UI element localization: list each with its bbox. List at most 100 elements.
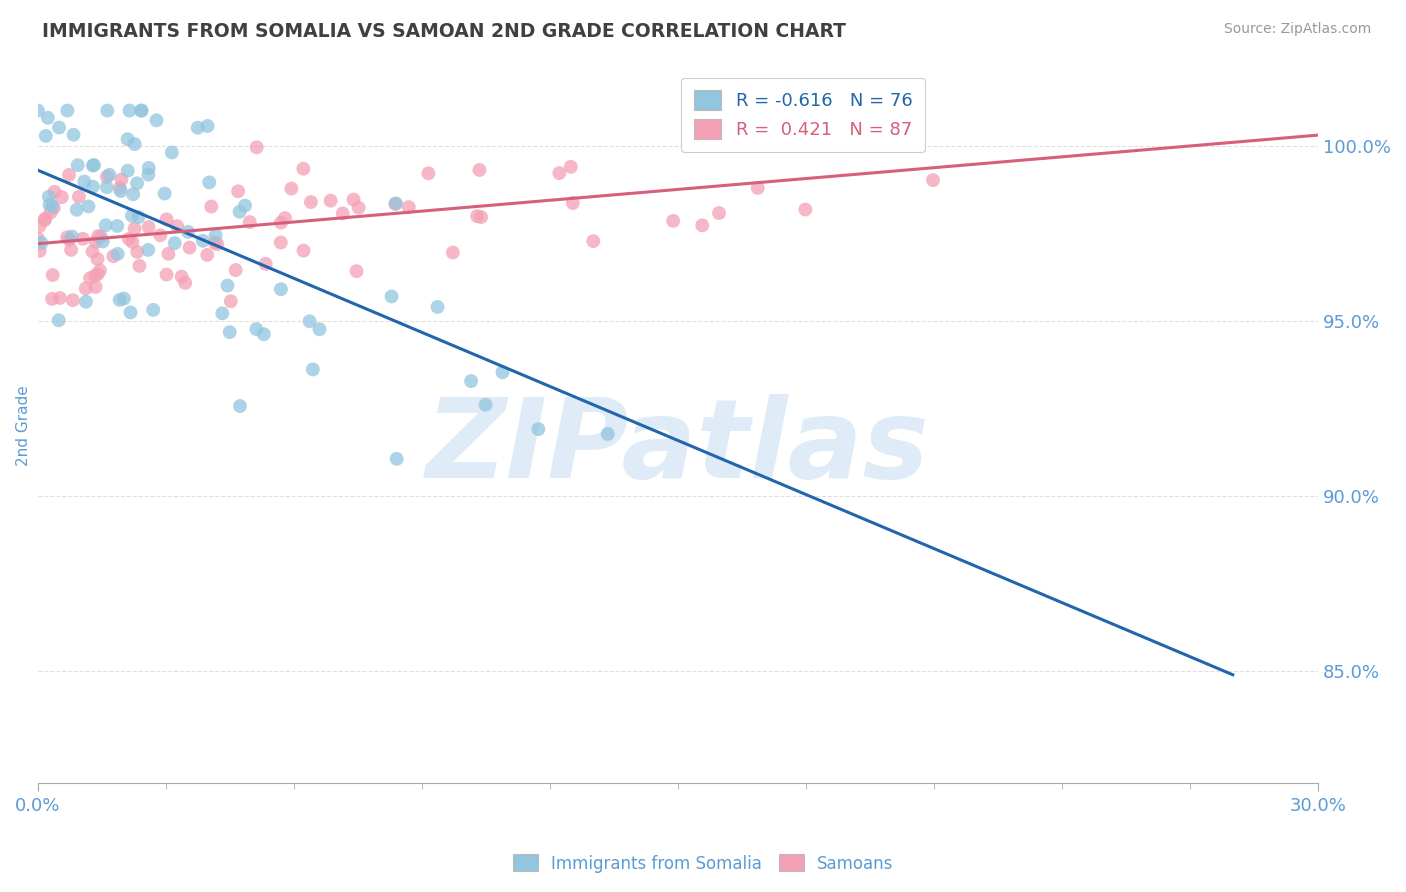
Point xyxy=(156,212,179,227)
Point xyxy=(110,184,132,198)
Point xyxy=(179,241,201,255)
Point xyxy=(460,374,482,388)
Point xyxy=(560,160,582,174)
Point xyxy=(794,202,817,217)
Point xyxy=(48,313,70,327)
Point xyxy=(129,103,152,118)
Point xyxy=(58,233,80,247)
Point xyxy=(79,271,101,285)
Point xyxy=(96,103,118,118)
Text: ZIPatlas: ZIPatlas xyxy=(426,394,929,501)
Point xyxy=(690,219,713,233)
Point xyxy=(27,103,49,118)
Point xyxy=(34,213,56,227)
Point xyxy=(83,158,105,172)
Point xyxy=(41,268,63,282)
Point xyxy=(160,145,183,160)
Point xyxy=(441,245,464,260)
Point xyxy=(34,211,56,226)
Point xyxy=(37,111,59,125)
Point xyxy=(60,243,83,257)
Point xyxy=(491,365,513,379)
Point xyxy=(90,229,112,244)
Point xyxy=(217,278,239,293)
Point xyxy=(48,120,70,135)
Point xyxy=(426,300,449,314)
Point xyxy=(87,229,110,244)
Point xyxy=(157,247,180,261)
Point xyxy=(474,398,496,412)
Point xyxy=(84,235,107,249)
Point xyxy=(200,200,222,214)
Point xyxy=(38,197,60,211)
Point xyxy=(155,268,177,282)
Point xyxy=(42,201,65,215)
Point xyxy=(67,190,90,204)
Point xyxy=(82,159,104,173)
Point xyxy=(385,196,408,211)
Point xyxy=(39,205,62,219)
Point xyxy=(177,225,200,239)
Point xyxy=(110,172,132,186)
Point xyxy=(108,293,131,307)
Point xyxy=(163,236,186,251)
Point xyxy=(128,210,150,224)
Point xyxy=(128,259,150,273)
Point xyxy=(58,168,80,182)
Point xyxy=(270,235,292,250)
Point xyxy=(62,293,84,308)
Point xyxy=(138,161,160,175)
Point xyxy=(707,206,730,220)
Point xyxy=(131,103,153,118)
Point xyxy=(66,158,89,172)
Point xyxy=(38,189,60,203)
Point xyxy=(195,248,218,262)
Point xyxy=(77,199,100,213)
Point xyxy=(239,215,262,229)
Point xyxy=(308,322,330,336)
Point xyxy=(204,235,226,250)
Point xyxy=(136,243,159,257)
Point xyxy=(103,249,125,263)
Point xyxy=(280,181,302,195)
Point xyxy=(298,314,321,328)
Point xyxy=(596,427,619,442)
Point xyxy=(166,219,188,234)
Point xyxy=(418,166,440,180)
Point xyxy=(548,166,571,180)
Point xyxy=(121,235,143,249)
Point xyxy=(922,173,945,187)
Point xyxy=(292,244,315,258)
Point xyxy=(381,289,404,303)
Point xyxy=(187,120,209,135)
Point xyxy=(122,187,145,202)
Point xyxy=(468,163,491,178)
Point xyxy=(270,282,292,296)
Point xyxy=(292,161,315,176)
Point xyxy=(561,196,583,211)
Point xyxy=(470,210,492,224)
Point xyxy=(87,267,110,281)
Point xyxy=(127,244,149,259)
Point xyxy=(124,137,146,152)
Point xyxy=(301,362,323,376)
Point xyxy=(662,214,685,228)
Point xyxy=(527,422,550,436)
Point xyxy=(91,235,114,249)
Point xyxy=(319,194,342,208)
Point xyxy=(346,264,368,278)
Y-axis label: 2nd Grade: 2nd Grade xyxy=(15,385,31,467)
Point xyxy=(385,451,408,466)
Point xyxy=(225,263,247,277)
Point xyxy=(170,269,193,284)
Point xyxy=(229,399,252,413)
Point xyxy=(82,244,104,259)
Point xyxy=(41,199,63,213)
Point xyxy=(105,219,128,233)
Point xyxy=(96,180,118,194)
Point xyxy=(117,132,139,146)
Point xyxy=(197,119,219,133)
Point xyxy=(270,216,292,230)
Point xyxy=(299,195,322,210)
Point xyxy=(233,198,256,212)
